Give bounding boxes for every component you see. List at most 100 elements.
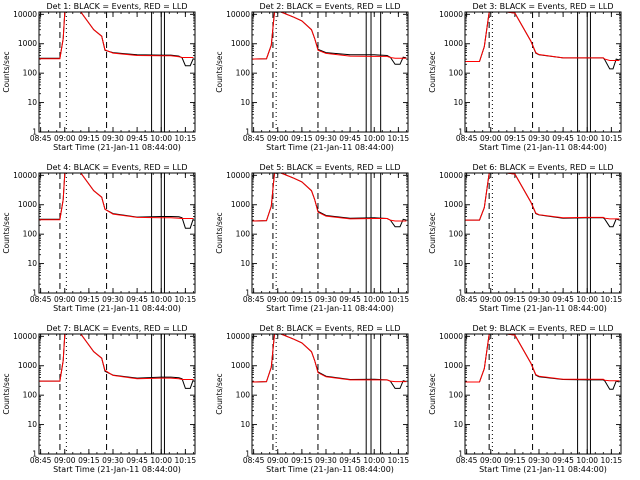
- chart-1-plot-frame: [38, 11, 196, 133]
- chart-4-x-axis-label: Start Time (21-Jan-11 08:44:00): [53, 304, 181, 313]
- chart-8-x-tick-label: 09:00: [267, 456, 289, 465]
- chart-2-series-lld-line: [252, 12, 407, 60]
- chart-9-x-tick-label: 09:15: [504, 456, 526, 465]
- chart-2-x-tick-label: 09:45: [339, 134, 361, 143]
- chart-9-y-tick-label: 100: [449, 391, 464, 400]
- chart-1-x-tick-label: 09:15: [78, 134, 100, 143]
- chart-8-x-axis-label: Start Time (21-Jan-11 08:44:00): [266, 465, 394, 474]
- chart-3: 1 10 100 1000 10000 08:45 09:00 09:15 09:30 09:45…: [428, 2, 622, 152]
- chart-2-markers: [272, 12, 382, 132]
- chart-4-x-tick-label: 08:45: [30, 295, 52, 304]
- chart-5: 1 10 100 1000 10000 08:45 09:00 09:15 09:30 09:45…: [215, 163, 409, 313]
- chart-9-y-tick-label: 1: [458, 450, 463, 459]
- chart-4-title: Det 4: BLACK = Events, RED = LLD: [47, 163, 188, 172]
- chart-7-title: Det 7: BLACK = Events, RED = LLD: [47, 324, 188, 333]
- chart-1-series-lld-line: [39, 12, 194, 60]
- chart-1-x-tick-label: 10:15: [175, 134, 197, 143]
- chart-7: 1 10 100 1000 10000 08:45 09:00 09:15 09:30 09:45…: [2, 324, 196, 474]
- chart-4-y-tick-label: 10000: [13, 171, 37, 180]
- chart-9: 1 10 100 1000 10000 08:45 09:00 09:15 09:30 09:45…: [428, 324, 622, 474]
- chart-6-x-tick-label: 09:30: [528, 295, 550, 304]
- chart-5-x-tick-label: 10:15: [388, 295, 410, 304]
- chart-9-y-tick-label: 10000: [439, 332, 463, 341]
- chart-2-x-tick-label: 10:15: [388, 134, 410, 143]
- chart-5-markers: [272, 173, 382, 293]
- chart-9-y-tick-label: 1000: [444, 361, 463, 370]
- chart-2-series: [252, 12, 407, 65]
- chart-5-x-tick-label: 09:30: [315, 295, 337, 304]
- chart-2-y-tick-label: 100: [236, 69, 251, 78]
- chart-3-plot-frame: [464, 11, 622, 133]
- chart-2-y-axis-label: Counts/sec: [215, 51, 224, 92]
- chart-4-series-events-line: [39, 173, 194, 229]
- chart-7-y-tick-label: 10: [27, 420, 37, 429]
- chart-1-y-tick-label: 1000: [18, 39, 37, 48]
- chart-4-y-tick-label: 1000: [18, 200, 37, 209]
- chart-5-x-tick-label: 10:00: [363, 295, 385, 304]
- chart-8-y-tick-label: 100: [236, 391, 251, 400]
- chart-8-series: [252, 334, 407, 389]
- chart-2-x-tick-label: 10:00: [363, 134, 385, 143]
- chart-3-y-tick-label: 100: [449, 69, 464, 78]
- chart-7-markers: [59, 334, 165, 454]
- chart-9-x-axis-label: Start Time (21-Jan-11 08:44:00): [479, 465, 607, 474]
- chart-4-y-tick-label: 1: [32, 289, 37, 298]
- chart-7-series: [39, 334, 194, 389]
- chart-2-y-tick-label: 1: [245, 128, 250, 137]
- chart-9-series: [465, 334, 620, 390]
- chart-5-y-tick-label: 10000: [226, 171, 250, 180]
- chart-6-x-tick-label: 10:00: [576, 295, 598, 304]
- chart-4-x-tick-label: 09:45: [126, 295, 148, 304]
- chart-2-title: Det 2: BLACK = Events, RED = LLD: [260, 2, 401, 11]
- chart-3-x-tick-label: 10:15: [601, 134, 623, 143]
- chart-7-x-tick-label: 10:15: [175, 456, 197, 465]
- chart-6-x-tick-label: 09:15: [504, 295, 526, 304]
- chart-3-y-tick-label: 1: [458, 128, 463, 137]
- chart-1-x-tick-label: 08:45: [30, 134, 52, 143]
- chart-6-y-tick-label: 10: [453, 259, 463, 268]
- chart-4-y-axis-label: Counts/sec: [2, 212, 11, 253]
- chart-9-series-lld-line: [465, 334, 620, 383]
- chart-5-y-tick-label: 100: [236, 230, 251, 239]
- chart-3-series: [465, 12, 620, 70]
- chart-1: 1 10 100 1000 10000 08:45 09:00 09:15 09:30 09:45…: [2, 2, 196, 152]
- chart-5-series-lld-line: [252, 173, 407, 222]
- chart-9-plot-frame: [464, 333, 622, 455]
- chart-7-x-tick-label: 09:45: [126, 456, 148, 465]
- chart-9-x-tick-label: 10:15: [601, 456, 623, 465]
- chart-8-y-tick-label: 10000: [226, 332, 250, 341]
- chart-6-x-tick-label: 10:15: [601, 295, 623, 304]
- chart-7-x-tick-label: 10:00: [150, 456, 172, 465]
- chart-8-series-lld-line: [252, 334, 407, 383]
- chart-8-x-tick-label: 08:45: [243, 456, 265, 465]
- chart-1-x-tick-label: 09:30: [102, 134, 124, 143]
- chart-2-y-tick-label: 1000: [231, 39, 250, 48]
- chart-4-x-tick-label: 10:00: [150, 295, 172, 304]
- chart-8: 1 10 100 1000 10000 08:45 09:00 09:15 09:30 09:45…: [215, 324, 409, 474]
- chart-2: 1 10 100 1000 10000 08:45 09:00 09:15 09:30 09:45…: [215, 2, 409, 152]
- chart-6-y-axis-label: Counts/sec: [428, 212, 437, 253]
- chart-5-y-tick-label: 1000: [231, 200, 250, 209]
- chart-9-title: Det 9: BLACK = Events, RED = LLD: [473, 324, 614, 333]
- chart-3-series-lld-line: [465, 12, 620, 62]
- chart-1-title: Det 1: BLACK = Events, RED = LLD: [47, 2, 188, 11]
- chart-9-y-tick-label: 10: [453, 420, 463, 429]
- chart-2-y-tick-label: 10000: [226, 10, 250, 19]
- chart-8-y-axis-label: Counts/sec: [215, 373, 224, 414]
- chart-6-x-axis-label: Start Time (21-Jan-11 08:44:00): [479, 304, 607, 313]
- chart-2-y-tick-label: 10: [240, 98, 250, 107]
- chart-4-series-lld-line: [39, 173, 194, 221]
- chart-9-y-axis-label: Counts/sec: [428, 373, 437, 414]
- chart-3-markers: [488, 12, 591, 132]
- chart-3-x-tick-label: 09:15: [504, 134, 526, 143]
- chart-4-y-tick-label: 100: [23, 230, 38, 239]
- chart-1-y-tick-label: 10: [27, 98, 37, 107]
- chart-5-x-axis-label: Start Time (21-Jan-11 08:44:00): [266, 304, 394, 313]
- chart-7-y-axis-label: Counts/sec: [2, 373, 11, 414]
- chart-6-x-tick-label: 09:45: [552, 295, 574, 304]
- chart-3-x-tick-label: 08:45: [456, 134, 478, 143]
- chart-9-x-tick-label: 09:00: [480, 456, 502, 465]
- chart-1-x-tick-label: 09:45: [126, 134, 148, 143]
- chart-1-x-axis-label: Start Time (21-Jan-11 08:44:00): [53, 143, 181, 152]
- chart-3-x-tick-label: 10:00: [576, 134, 598, 143]
